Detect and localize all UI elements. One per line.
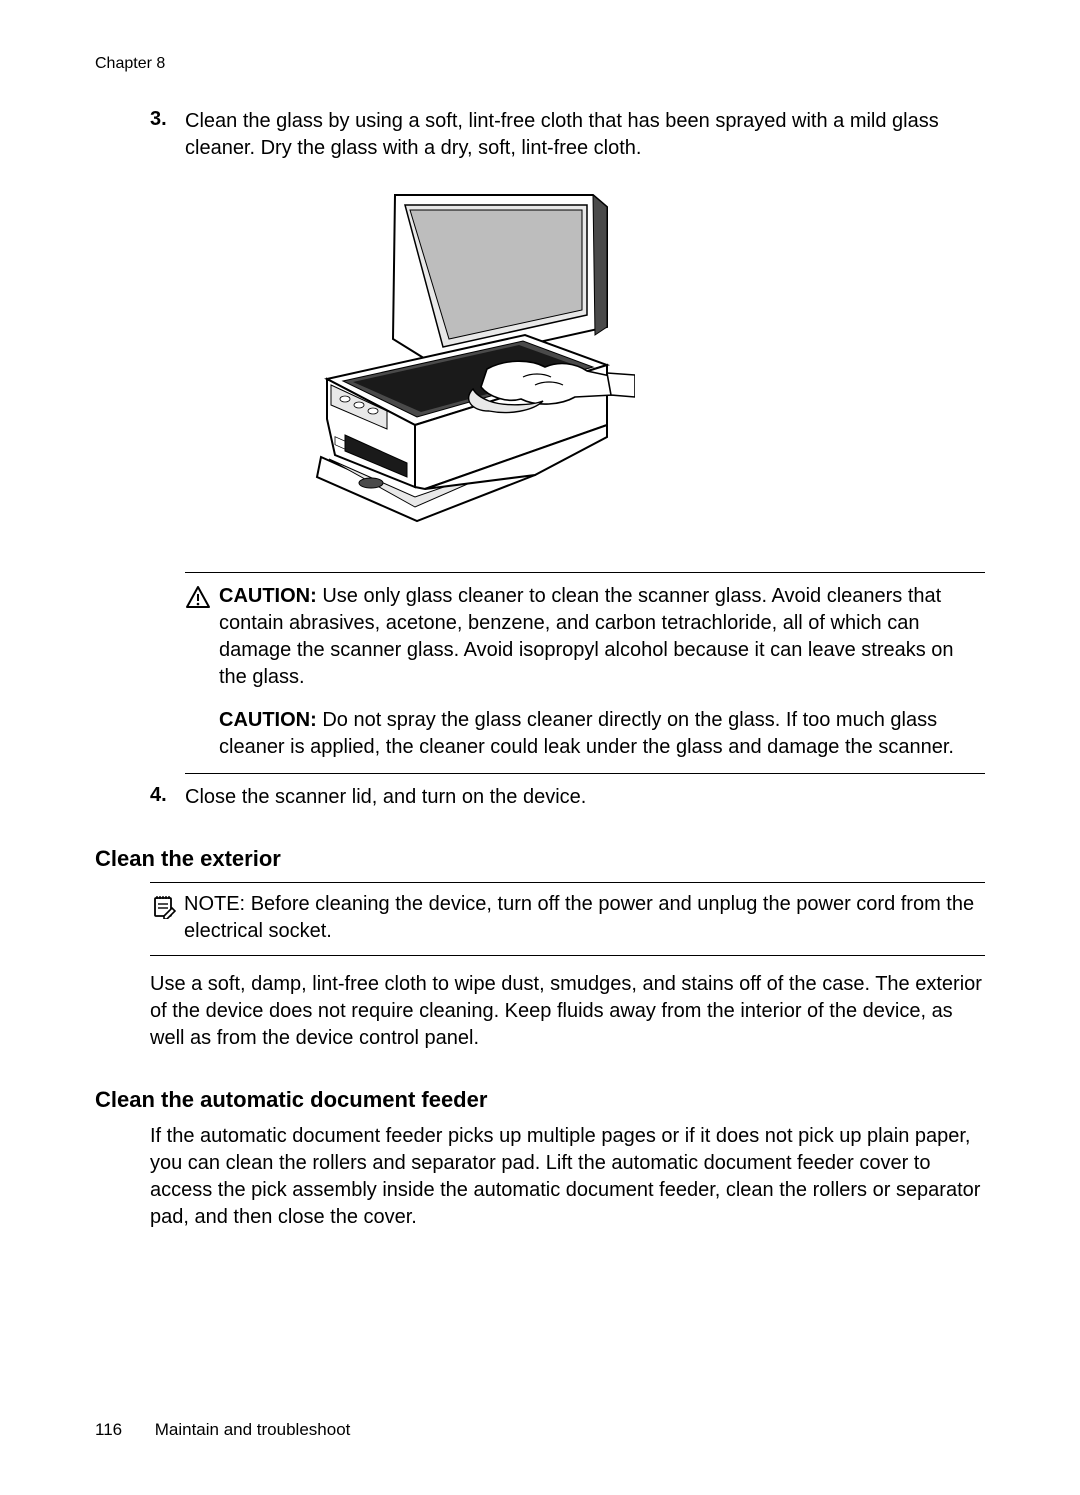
page-number: 116 (95, 1420, 150, 1440)
caution-box: CAUTION: Use only glass cleaner to clean… (185, 572, 985, 774)
step-3: 3. Clean the glass by using a soft, lint… (95, 108, 985, 162)
caution-body: Do not spray the glass cleaner directly … (219, 709, 954, 758)
footer-title: Maintain and troubleshoot (155, 1420, 351, 1439)
step-number: 3. (95, 108, 185, 162)
caution-body: Use only glass cleaner to clean the scan… (219, 585, 954, 688)
step-number: 4. (95, 784, 185, 811)
step-text: Close the scanner lid, and turn on the d… (185, 784, 985, 811)
note-label: NOTE: (184, 893, 245, 915)
note-text: NOTE: Before cleaning the device, turn o… (184, 891, 985, 945)
section-clean-exterior: Clean the exterior (95, 846, 985, 872)
note-box: NOTE: Before cleaning the device, turn o… (150, 882, 985, 956)
exterior-paragraph: Use a soft, damp, lint-free cloth to wip… (150, 971, 985, 1052)
note-icon (150, 891, 184, 945)
caution-2-text: CAUTION: Do not spray the glass cleaner … (219, 707, 985, 761)
section-clean-adf: Clean the automatic document feeder (95, 1087, 985, 1113)
chapter-label: Chapter 8 (95, 55, 985, 73)
spacer (185, 707, 219, 761)
printer-illustration (275, 187, 635, 532)
caution-1-text: CAUTION: Use only glass cleaner to clean… (219, 583, 985, 691)
step-4: 4. Close the scanner lid, and turn on th… (95, 784, 985, 811)
page: Chapter 8 3. Clean the glass by using a … (0, 0, 1080, 1495)
note-body: Before cleaning the device, turn off the… (184, 893, 974, 942)
caution-label: CAUTION: (219, 585, 317, 607)
step-text: Clean the glass by using a soft, lint-fr… (185, 108, 985, 162)
caution-label: CAUTION: (219, 709, 317, 731)
caution-icon (185, 583, 219, 691)
adf-paragraph: If the automatic document feeder picks u… (150, 1123, 985, 1231)
page-footer: 116 Maintain and troubleshoot (95, 1420, 350, 1440)
printer-cleaning-figure (275, 187, 985, 537)
